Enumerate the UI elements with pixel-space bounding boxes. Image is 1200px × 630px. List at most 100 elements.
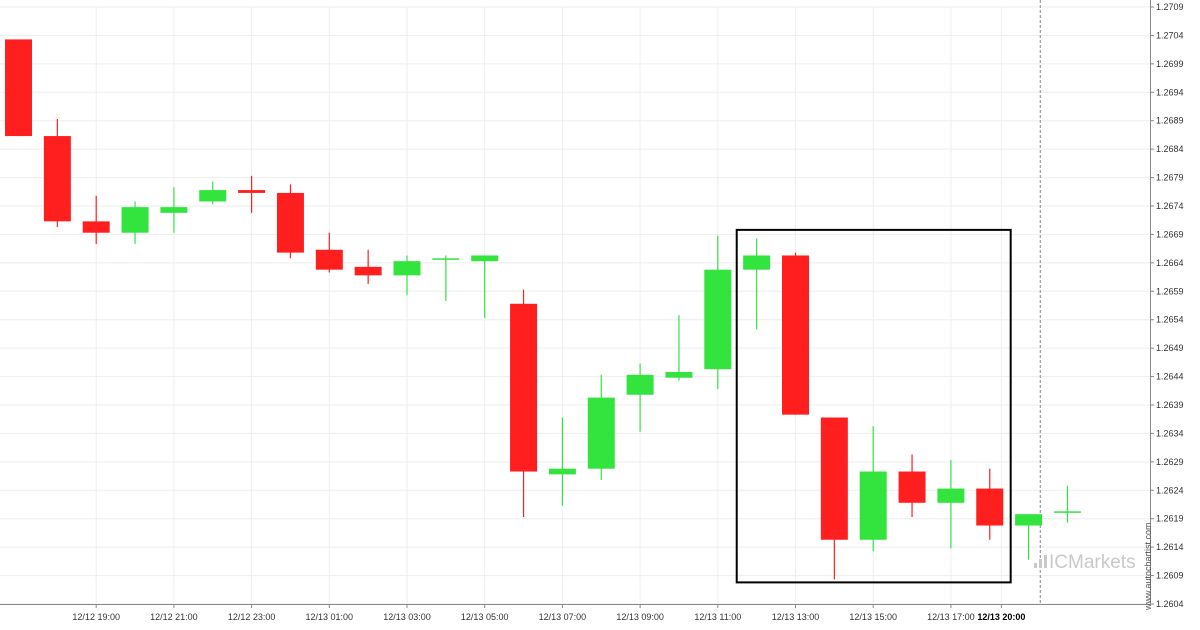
candle-bearish <box>238 175 266 213</box>
y-tick-label: 1.2629 <box>1156 457 1184 467</box>
candle-bearish <box>898 454 926 518</box>
candlestick-series <box>5 39 1081 580</box>
candle-body <box>471 255 499 262</box>
y-tick-label: 1.2619 <box>1156 514 1184 524</box>
candle-body <box>1053 511 1081 513</box>
candle-bullish <box>471 255 499 319</box>
candle-body <box>82 221 110 233</box>
candle-body <box>393 261 421 276</box>
candle-bullish <box>548 417 576 506</box>
y-tick-label: 1.2669 <box>1156 229 1184 239</box>
y-tick-label: 1.2614 <box>1156 542 1184 552</box>
y-tick-label: 1.2649 <box>1156 343 1184 353</box>
candle-bullish <box>432 255 460 301</box>
candle-body <box>199 190 227 202</box>
x-tick-label: 12/13 07:00 <box>539 612 587 622</box>
y-tick-label: 1.2634 <box>1156 428 1184 438</box>
candle-bearish <box>510 289 538 518</box>
candle-body <box>859 471 887 540</box>
x-tick-label: 12/12 23:00 <box>228 612 276 622</box>
candle-bullish <box>199 181 227 205</box>
candle-bullish <box>1053 485 1081 523</box>
candle-bearish <box>315 232 343 273</box>
x-tick-label: 12/13 09:00 <box>616 612 664 622</box>
y-tick-label: 1.2694 <box>1156 87 1184 97</box>
candle-body <box>704 269 732 370</box>
candle-body <box>276 192 304 253</box>
y-tick-label: 1.2609 <box>1156 571 1184 581</box>
chart-axes: 1.2709 1.2704 1.2699 1.2694 1.2689 1.2684 1.26… <box>0 0 1184 622</box>
x-tick-label: 12/13 05:00 <box>461 612 509 622</box>
candle-bullish <box>587 374 615 481</box>
candle-body <box>548 468 576 475</box>
candle-body <box>5 39 32 137</box>
candle-body <box>121 207 149 233</box>
candle-bullish <box>1015 514 1043 560</box>
candle-bearish <box>43 119 71 228</box>
candle-body <box>587 397 615 469</box>
candle-bullish <box>665 315 693 381</box>
candle-bullish <box>743 238 771 330</box>
pattern-highlight <box>735 228 1012 584</box>
candle-body <box>782 255 809 415</box>
x-tick-label: 12/13 13:00 <box>772 612 820 622</box>
y-tick-label: 1.2684 <box>1156 144 1184 154</box>
candle-bullish <box>859 426 887 552</box>
x-tick-label: 12/13 17:00 <box>927 612 975 622</box>
watermark: ICMarkets www.autochartist.com <box>1034 522 1153 611</box>
y-tick-label: 1.2704 <box>1156 30 1184 40</box>
candle-body <box>743 255 771 270</box>
y-tick-label: 1.2654 <box>1156 315 1184 325</box>
candle-bullish <box>393 255 421 296</box>
y-tick-label: 1.2604 <box>1156 599 1184 609</box>
icmarkets-logo: ICMarkets <box>1034 552 1136 573</box>
x-tick-label: 12/13 15:00 <box>849 612 897 622</box>
y-tick-label: 1.2679 <box>1156 173 1184 183</box>
candle-body <box>937 488 965 503</box>
y-tick-label: 1.2659 <box>1156 286 1184 296</box>
candle-body <box>354 266 382 276</box>
candle-body <box>976 488 1004 526</box>
candle-bullish <box>626 363 654 432</box>
candle-body <box>432 258 460 260</box>
watermark-brand: ICMarkets <box>1049 552 1136 573</box>
x-tick-label: 12/13 03:00 <box>383 612 431 622</box>
candle-body <box>238 190 266 193</box>
y-tick-label: 1.2709 <box>1156 2 1184 12</box>
candle-body <box>820 417 848 540</box>
x-tick-label: 12/13 11:00 <box>694 612 741 622</box>
candle-bullish <box>704 235 732 390</box>
candle-bearish <box>276 184 304 259</box>
x-tick-label: 12/13 20:00 <box>977 612 1025 622</box>
watermark-site: www.autochartist.com <box>1143 522 1153 611</box>
candle-body <box>510 303 538 472</box>
logo-bar-3 <box>1044 555 1047 568</box>
candle-bullish <box>937 460 965 549</box>
y-tick-label: 1.2699 <box>1156 59 1184 69</box>
candle-bearish <box>782 252 809 415</box>
candle-body <box>1015 514 1043 526</box>
y-tick-label: 1.2624 <box>1156 485 1184 495</box>
candle-body <box>898 471 926 503</box>
candle-body <box>665 372 693 378</box>
y-tick-label: 1.2644 <box>1156 372 1184 382</box>
candle-bullish <box>160 187 188 233</box>
x-tick-label: 12/12 21:00 <box>150 612 198 622</box>
x-tick-label: 12/12 19:00 <box>72 612 120 622</box>
candle-bearish <box>5 39 32 137</box>
y-tick-label: 1.2674 <box>1156 201 1184 211</box>
logo-bar-2 <box>1039 559 1042 568</box>
candle-bearish <box>976 468 1004 540</box>
x-tick-label: 12/13 01:00 <box>306 612 354 622</box>
candle-body <box>315 249 343 270</box>
y-tick-label: 1.2664 <box>1156 258 1184 268</box>
candle-bearish <box>354 249 382 284</box>
pattern-box <box>735 228 1012 584</box>
candle-body <box>626 374 654 395</box>
candle-bearish <box>82 195 110 245</box>
y-tick-label: 1.2639 <box>1156 400 1184 410</box>
candle-bullish <box>121 201 149 245</box>
candle-bearish <box>820 417 848 580</box>
candle-body <box>160 207 188 213</box>
